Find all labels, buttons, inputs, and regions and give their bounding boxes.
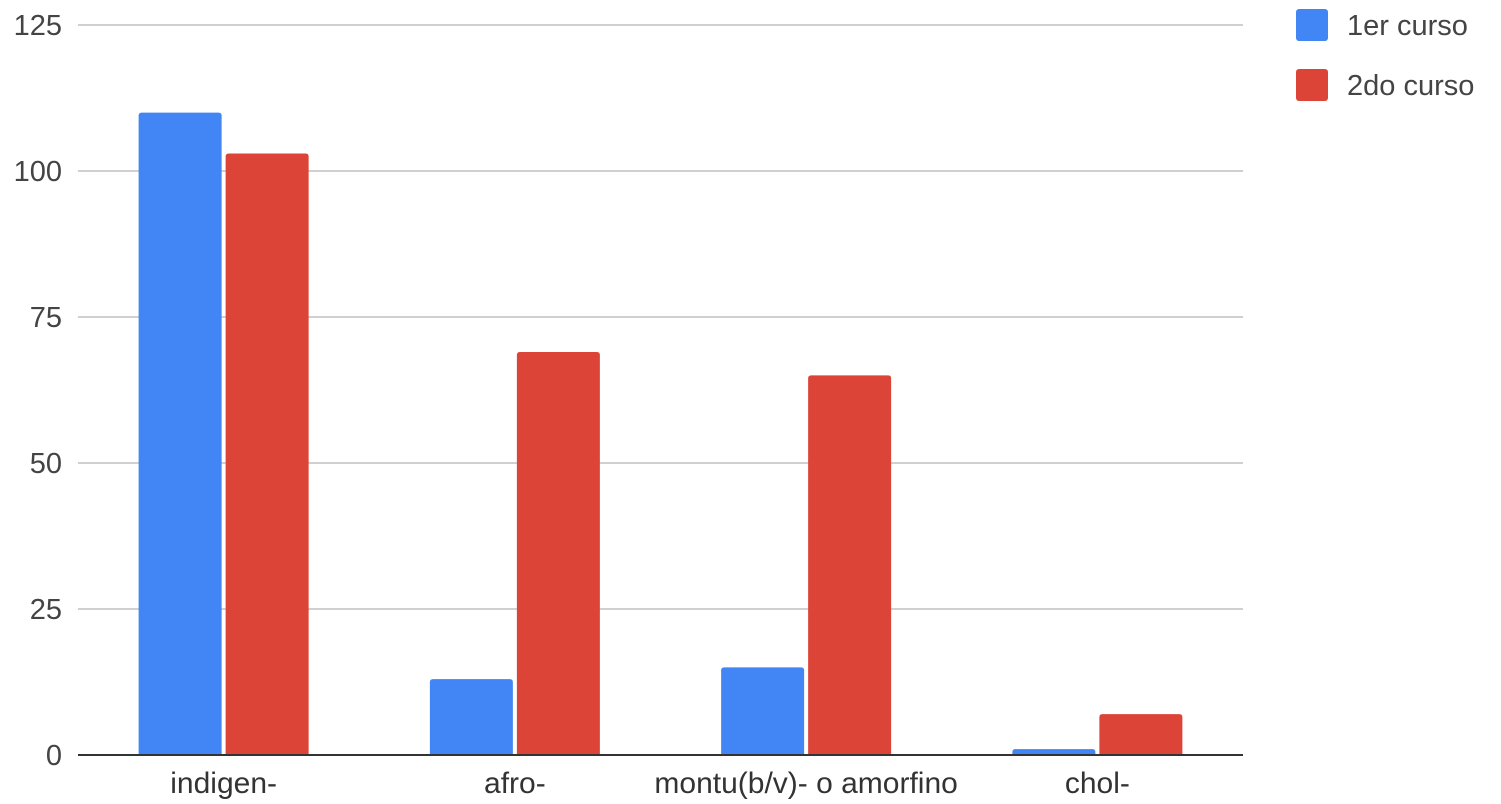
bar-series-2-3 — [1099, 714, 1183, 755]
bar-series-2-0 — [225, 153, 309, 756]
legend: 1er curso 2do curso — [1296, 9, 1474, 102]
y-tick-label: 25 — [30, 594, 62, 626]
legend-label: 1er curso — [1347, 10, 1468, 42]
x-axis-labels: indigen-afro-montu(b/v)- o amorfino chol- — [170, 767, 1130, 800]
y-axis-ticks: 0 25 50 75 100 125 — [14, 10, 62, 772]
y-tick-label: 100 — [14, 156, 62, 188]
x-category-label: afro- — [484, 767, 546, 800]
bar-series-1-3 — [1012, 749, 1096, 755]
y-tick-label: 125 — [14, 10, 62, 42]
x-category-label: chol- — [1065, 767, 1130, 800]
y-tick-label: 75 — [30, 302, 62, 334]
bars — [138, 112, 1183, 756]
bar-series-1-2 — [721, 667, 805, 755]
legend-swatch — [1296, 9, 1328, 41]
y-tick-label: 50 — [30, 448, 62, 480]
bar-series-2-1 — [516, 352, 600, 755]
y-tick-label: 0 — [46, 740, 62, 772]
legend-swatch — [1296, 69, 1328, 101]
bar-series-1-0 — [138, 112, 222, 756]
bar-series-2-2 — [808, 375, 892, 755]
x-category-label: indigen- — [170, 767, 277, 800]
x-category-label: montu(b/v)- o amorfino — [654, 767, 957, 800]
legend-label: 2do curso — [1347, 70, 1474, 102]
bar-series-1-1 — [429, 679, 513, 755]
